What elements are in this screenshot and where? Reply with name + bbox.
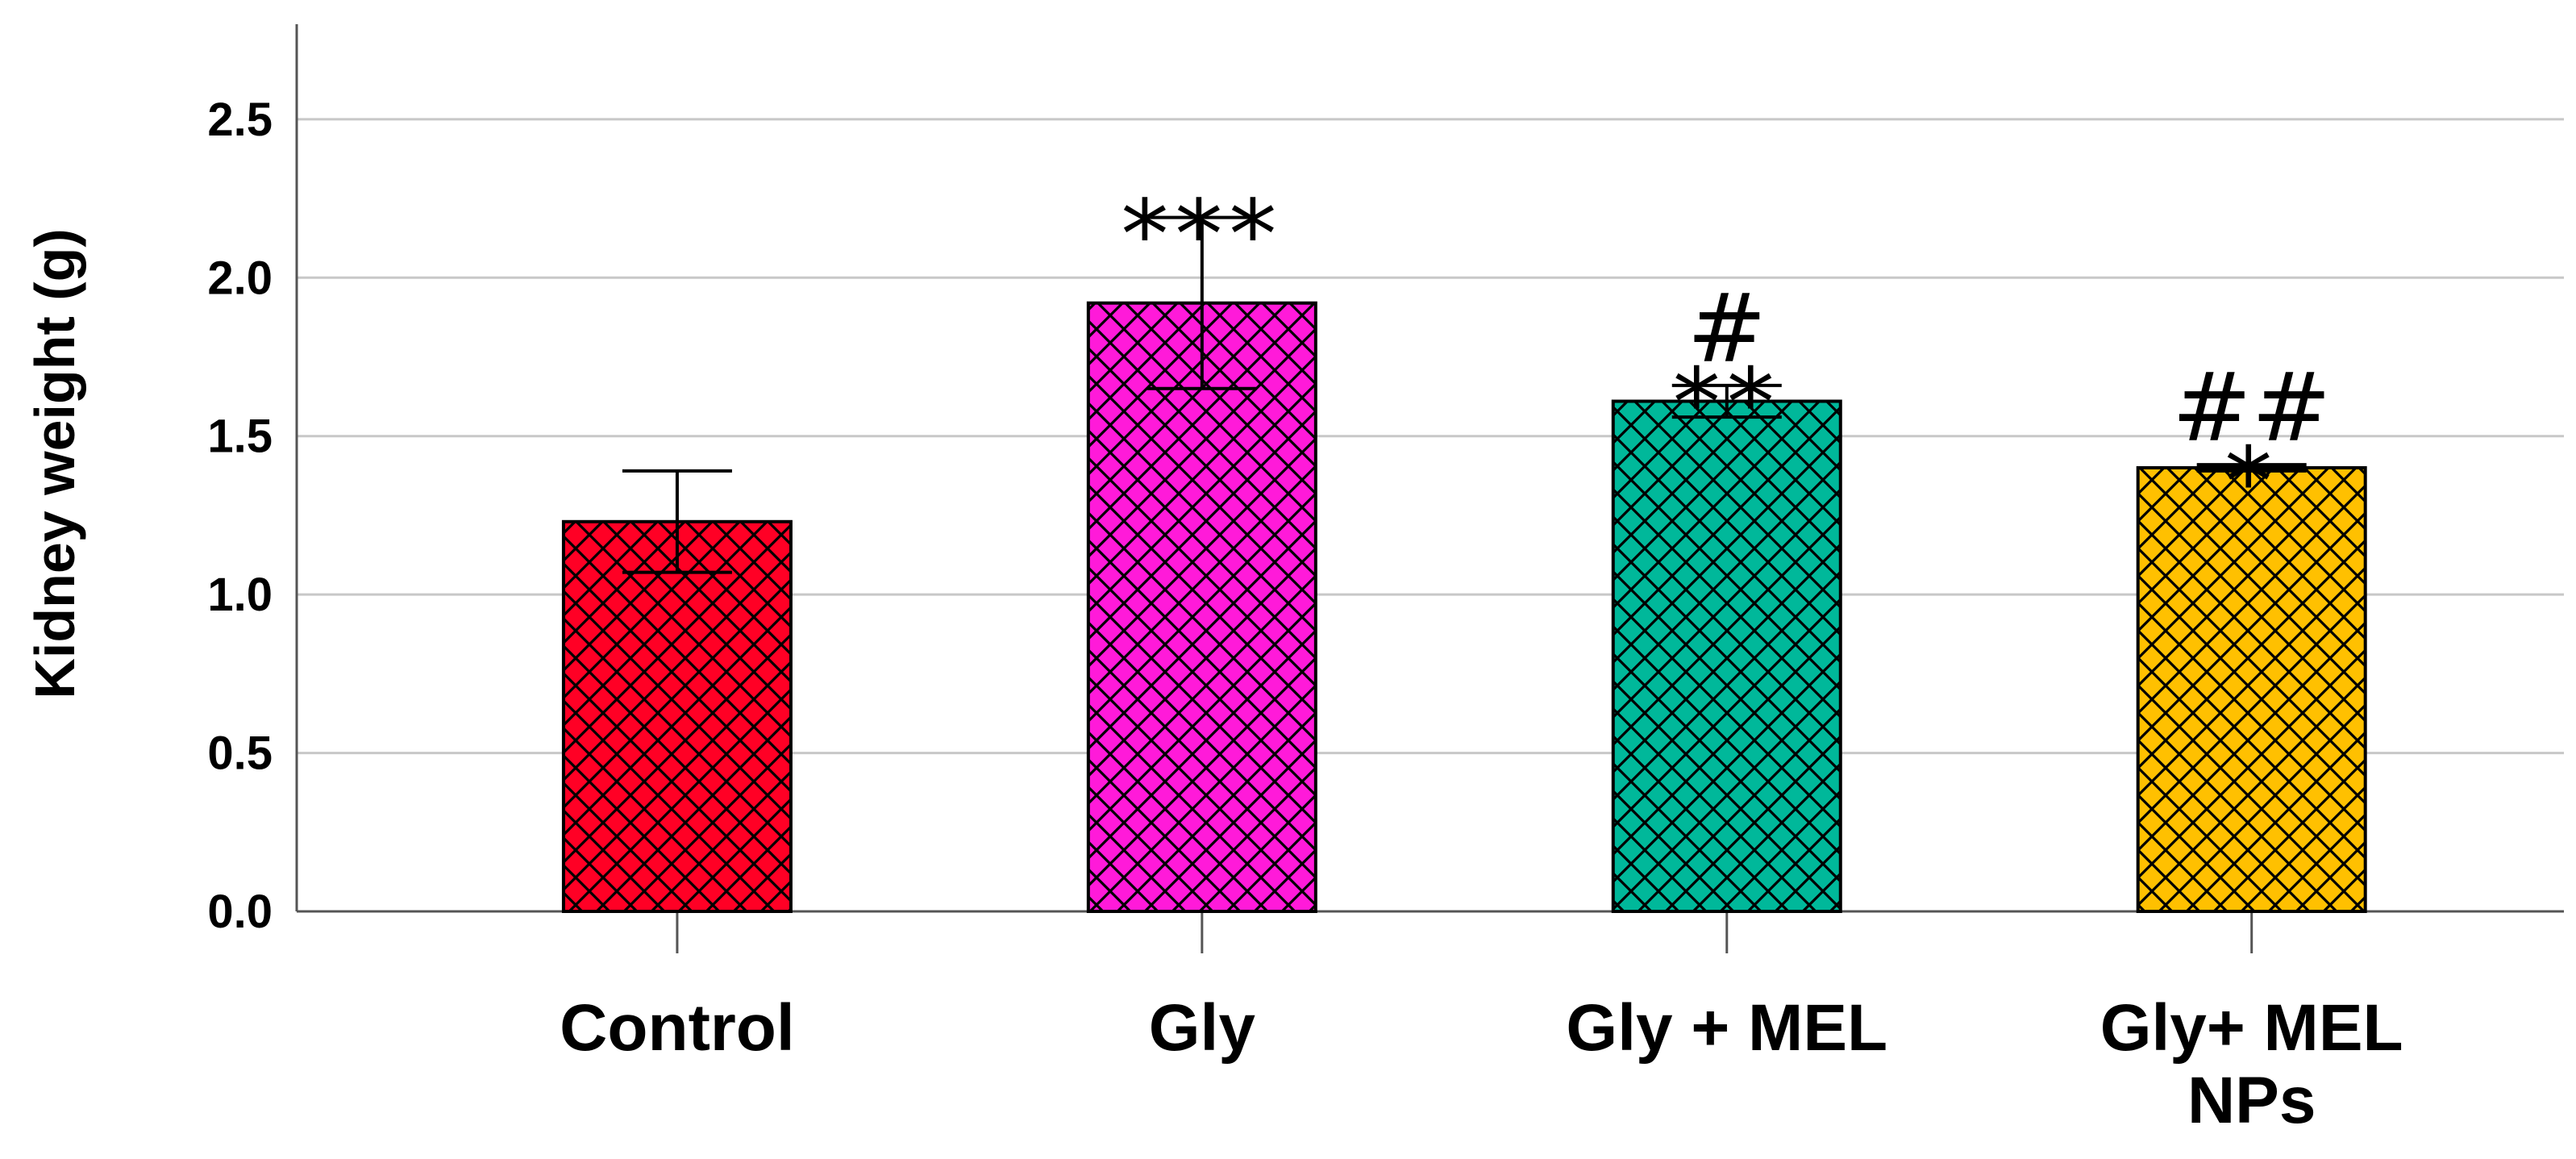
bar-hatch — [2136, 466, 2367, 913]
y-tick-label: 0.0 — [207, 886, 273, 938]
significance-marker: # — [1687, 273, 1767, 384]
y-tick-label: 2.0 — [207, 252, 273, 304]
x-category-label: NPs — [2187, 1064, 2316, 1137]
significance-marker: *** — [1121, 179, 1283, 290]
x-category-label: Control — [560, 991, 794, 1065]
significance-marker: * — [2224, 426, 2278, 537]
significance-marker: ## — [2172, 352, 2332, 463]
significance-marker: ** — [1673, 347, 1781, 458]
y-tick-label: 2.5 — [207, 94, 273, 146]
x-category-label: Gly + MEL — [1566, 991, 1887, 1065]
bar-hatch — [561, 519, 793, 913]
significance-markers: *****#*## — [1121, 179, 2331, 537]
x-category-label: Gly — [1149, 991, 1256, 1065]
y-tick-label: 1.5 — [207, 411, 273, 463]
y-tick-label: 1.0 — [207, 569, 273, 621]
x-category-label: Gly+ MEL — [2100, 991, 2403, 1065]
error-bars — [622, 215, 2307, 574]
bar-hatch — [1611, 399, 1842, 913]
y-tick-label: 0.5 — [207, 728, 273, 780]
bar-hatch — [1086, 301, 1317, 913]
labels: 0.0 0.5 1.0 1.5 2.0 2.5 Kidney weight (g) Contr… — [23, 94, 2403, 1137]
bars — [561, 301, 2367, 913]
y-axis-title: Kidney weight (g) — [23, 228, 86, 698]
